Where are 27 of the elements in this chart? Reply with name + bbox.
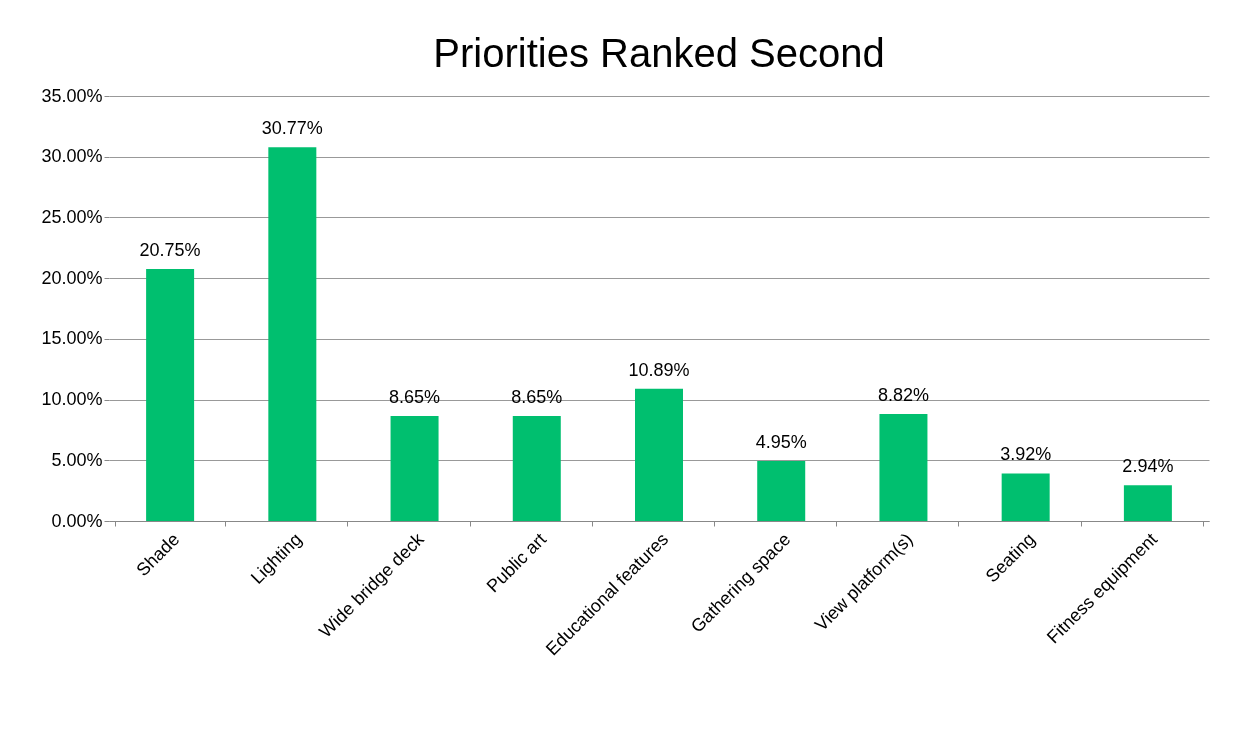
y-tick-label: 35.00%: [41, 85, 103, 106]
data-label: 30.77%: [261, 118, 323, 139]
chart-title: Priorities Ranked Second: [433, 31, 885, 75]
y-tick-label: 5.00%: [51, 449, 103, 470]
y-tick-label: 15.00%: [41, 328, 103, 349]
bar: [146, 269, 195, 521]
data-label: 4.95%: [755, 431, 807, 452]
y-tick-label: 20.00%: [41, 267, 103, 288]
y-tick-label: 25.00%: [41, 206, 103, 227]
data-label: 8.82%: [877, 384, 929, 405]
bar: [879, 413, 928, 521]
bar: [757, 460, 806, 521]
bar: [635, 388, 683, 521]
bar: [1001, 473, 1050, 521]
bar: [1123, 485, 1172, 521]
data-label: 8.65%: [511, 386, 563, 407]
data-label: 10.89%: [628, 359, 690, 380]
y-tick-label: 30.00%: [41, 146, 103, 167]
bar: [268, 147, 317, 521]
data-label: 3.92%: [1000, 444, 1052, 465]
data-label: 8.65%: [389, 386, 441, 407]
y-tick-label: 10.00%: [41, 389, 103, 410]
data-label: 20.75%: [139, 240, 201, 261]
bar: [390, 415, 439, 521]
bar: [512, 415, 561, 521]
data-label: 2.94%: [1122, 456, 1174, 477]
y-tick-label: 0.00%: [51, 510, 103, 531]
